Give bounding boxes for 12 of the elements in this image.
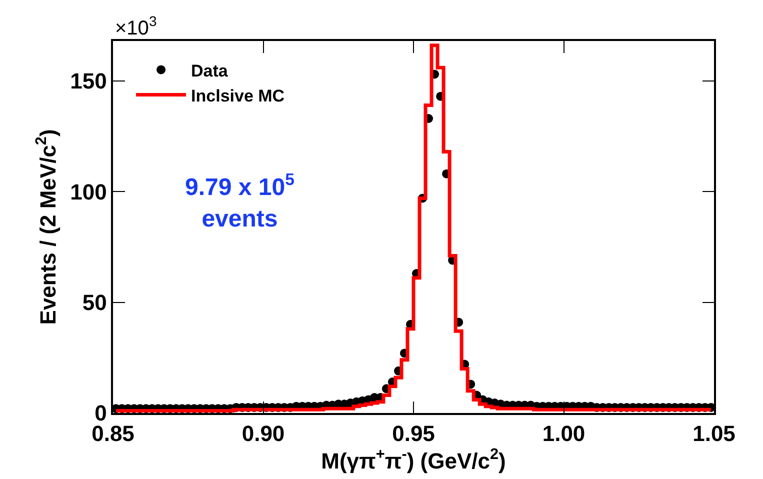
text: ×10$^{3}$	[115, 13, 157, 40]
annotation: 9.79 x 10$^{5}$ events	[185, 170, 294, 232]
x-tick-label: 1.00	[542, 421, 586, 446]
x-tick-label: 0.95	[392, 421, 435, 446]
legend-label: Inclsive MC	[191, 86, 285, 106]
y-tick-label: 150	[70, 68, 107, 94]
legend-label: Data	[191, 61, 228, 80]
x-tick-label: 0.90	[242, 421, 285, 446]
y-tick-label: 100	[70, 179, 107, 204]
x-tick-label: 1.05	[692, 421, 736, 446]
x-axis-title: M(γπ$^{+}$π$^{-}$) (GeV/c$^{2}$)	[321, 446, 506, 474]
y-tick-label: 50	[82, 290, 107, 315]
